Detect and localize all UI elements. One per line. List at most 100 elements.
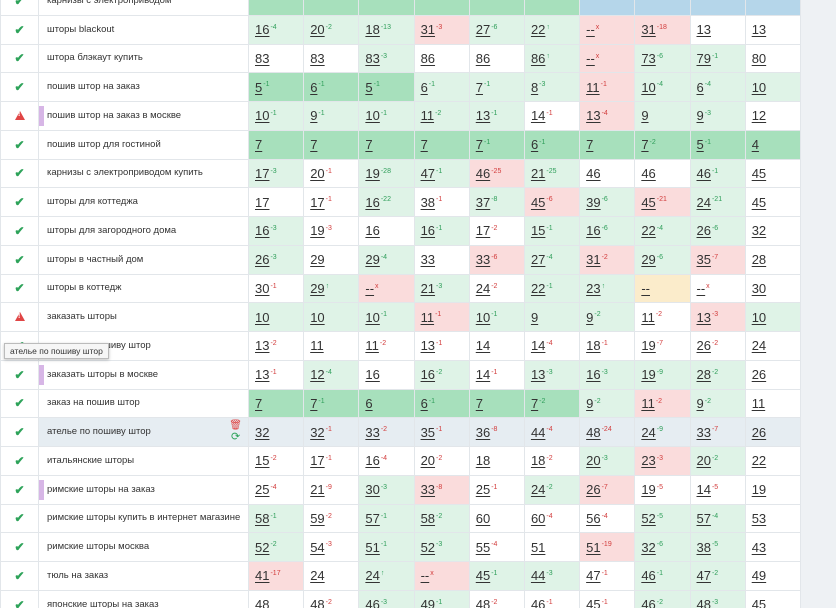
position-value[interactable]: 13 — [586, 108, 601, 124]
position-cell[interactable]: 7-2 — [634, 129, 691, 160]
position-cell[interactable]: 32-1 — [303, 417, 360, 447]
position-value[interactable]: 11 — [420, 309, 435, 325]
position-cell[interactable]: 10-1 — [468, 302, 525, 332]
position-value[interactable]: 55 — [475, 539, 491, 555]
position-cell[interactable]: 46-1 — [689, 158, 746, 189]
position-cell[interactable]: 27-4 — [523, 244, 581, 275]
position-value[interactable]: 12 — [751, 108, 767, 124]
position-cell[interactable]: 86 — [468, 43, 525, 74]
position-value[interactable]: 80 — [751, 50, 767, 66]
position-cell[interactable]: 10 — [744, 72, 801, 102]
position-value[interactable]: 12 — [310, 367, 325, 383]
position-cell[interactable]: 46-1 — [523, 589, 581, 608]
position-value[interactable]: 16 — [255, 223, 270, 239]
position-cell[interactable]: 86↑ — [523, 43, 581, 74]
position-value[interactable]: 36 — [475, 424, 491, 440]
position-value[interactable]: 20 — [420, 453, 436, 469]
position-cell[interactable]: 33-7 — [689, 417, 746, 447]
position-value[interactable]: 46 — [530, 597, 546, 608]
position-cell[interactable]: --x — [689, 273, 746, 304]
position-value[interactable]: 44 — [530, 568, 546, 584]
position-value[interactable]: 13 — [255, 338, 270, 354]
position-value[interactable]: -- — [696, 280, 706, 296]
position-value[interactable]: 60 — [530, 510, 546, 526]
position-cell[interactable]: 22-4 — [634, 216, 691, 246]
position-value[interactable]: 16 — [365, 223, 380, 239]
position-value[interactable]: 20 — [586, 453, 601, 469]
position-cell[interactable]: 7 — [247, 129, 305, 160]
position-cell[interactable]: 14-1 — [468, 359, 525, 390]
position-cell[interactable]: 15-1 — [523, 216, 581, 246]
position-cell[interactable]: 46 — [634, 158, 691, 189]
position-value[interactable]: 83 — [255, 50, 270, 66]
position-value[interactable]: 6 — [696, 79, 704, 95]
position-value[interactable]: 9 — [696, 108, 704, 124]
position-value[interactable]: 47 — [696, 568, 711, 584]
position-cell[interactable]: 29↑ — [303, 273, 360, 304]
position-cell[interactable]: 47-1 — [413, 158, 470, 189]
position-value[interactable]: 20 — [696, 453, 711, 469]
position-value[interactable]: 14 — [530, 108, 546, 124]
position-cell[interactable]: 57-1 — [358, 503, 415, 534]
keyword-cell[interactable]: заказать шторы — [38, 302, 249, 332]
position-value[interactable]: 86 — [420, 50, 436, 66]
position-value[interactable]: 10 — [255, 108, 270, 124]
position-cell[interactable]: 37-8 — [468, 187, 525, 217]
keyword-cell[interactable]: ателье по пошиву штор 🗑 ⟳ — [38, 417, 249, 447]
position-value[interactable]: 31 — [420, 22, 436, 38]
position-cell[interactable]: 12-4 — [303, 359, 360, 390]
position-cell[interactable]: 48-24 — [579, 417, 636, 447]
position-cell[interactable]: 52-5 — [634, 503, 691, 534]
position-value[interactable]: 58 — [255, 510, 270, 526]
position-value[interactable]: 51 — [586, 539, 601, 555]
position-cell[interactable]: --x — [579, 43, 636, 74]
position-cell[interactable]: 38-1 — [413, 187, 470, 217]
keyword-cell[interactable]: шторы в частный дом — [38, 244, 249, 275]
position-cell[interactable]: 51 — [523, 532, 581, 562]
position-cell[interactable]: 24-21 — [689, 187, 746, 217]
position-cell[interactable]: 55-4 — [468, 532, 525, 562]
position-value[interactable]: 9 — [530, 309, 539, 325]
position-cell[interactable]: 43 — [744, 532, 801, 562]
position-value[interactable]: 26 — [696, 338, 711, 354]
position-value[interactable]: 26 — [586, 482, 601, 498]
position-cell[interactable] — [579, 0, 636, 16]
position-value[interactable]: 33 — [365, 424, 380, 440]
position-value[interactable]: 26 — [255, 252, 270, 268]
position-value[interactable]: 32 — [641, 539, 656, 555]
position-value[interactable]: 39 — [586, 194, 601, 210]
refresh-icon[interactable]: ⟳ — [231, 431, 241, 444]
position-value[interactable]: 57 — [696, 510, 711, 526]
position-value[interactable]: 51 — [365, 539, 380, 555]
position-value[interactable]: 48 — [255, 597, 270, 608]
position-value[interactable]: 19 — [641, 482, 656, 498]
position-cell[interactable]: 11-2 — [413, 101, 470, 131]
position-cell[interactable]: 20-2 — [303, 14, 360, 45]
position-cell[interactable]: 17-1 — [303, 446, 360, 476]
position-cell[interactable]: 5-1 — [358, 72, 415, 102]
position-value[interactable]: 56 — [586, 510, 601, 526]
position-cell[interactable]: 26 — [744, 417, 801, 447]
position-value[interactable]: 83 — [365, 50, 380, 66]
keyword-cell[interactable]: римские шторы на заказ — [38, 474, 249, 505]
position-cell[interactable]: 26-6 — [689, 216, 746, 246]
position-value[interactable]: 17 — [255, 165, 270, 181]
position-cell[interactable]: 31-3 — [413, 14, 470, 45]
position-value[interactable]: 7 — [310, 137, 318, 153]
position-cell[interactable]: 16-4 — [358, 446, 415, 476]
position-cell[interactable]: 13-1 — [468, 101, 525, 131]
position-value[interactable]: 59 — [310, 510, 325, 526]
position-value[interactable]: 47 — [420, 165, 436, 181]
position-cell[interactable]: 24-2 — [468, 273, 525, 304]
position-cell[interactable]: 18 — [468, 446, 525, 476]
position-cell[interactable]: 7 — [413, 129, 470, 160]
position-cell[interactable]: 21-9 — [303, 474, 360, 505]
position-value[interactable]: 25 — [475, 482, 491, 498]
position-cell[interactable]: 48-2 — [303, 589, 360, 608]
position-cell[interactable] — [468, 0, 525, 16]
position-cell[interactable]: 46-25 — [468, 158, 525, 189]
position-value[interactable]: 18 — [530, 453, 546, 469]
position-cell[interactable]: 19 — [744, 474, 801, 505]
position-value[interactable]: 26 — [751, 367, 767, 383]
position-value[interactable]: 11 — [641, 395, 655, 411]
